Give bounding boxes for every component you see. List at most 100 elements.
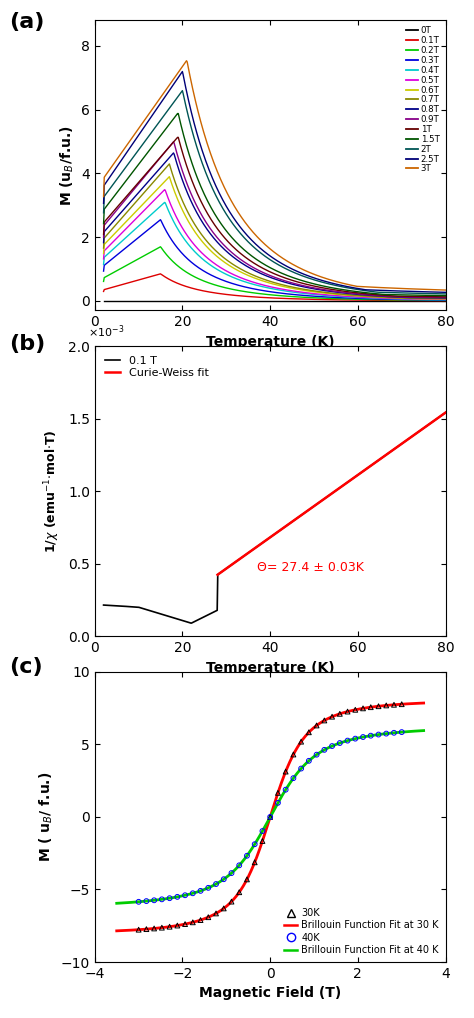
0.1 T (330, 487, 336, 499)
Point (228, 894, 235, 910)
0.1 T (256, 540, 262, 552)
Point (236, 884, 243, 900)
Point (313, 746, 320, 762)
Point (243, 871, 251, 888)
Point (290, 770, 297, 786)
Point (189, 885, 197, 901)
Point (305, 752, 313, 769)
Point (344, 703, 351, 720)
Point (352, 731, 359, 747)
Point (266, 808, 274, 825)
Point (228, 865, 235, 882)
Point (390, 725, 398, 741)
Point (251, 854, 258, 870)
Point (390, 696, 398, 713)
Curie-Weiss fit (216, 568, 221, 580)
0.1 T (443, 406, 448, 418)
Point (297, 734, 305, 750)
Curie-Weiss fit (443, 406, 448, 418)
Point (143, 921, 150, 938)
Point (313, 718, 320, 734)
Point (344, 733, 351, 749)
Point (173, 917, 181, 934)
Point (359, 729, 367, 745)
Point (181, 916, 189, 932)
Point (282, 782, 290, 798)
Point (367, 699, 374, 716)
0.1 T (359, 466, 365, 478)
0.1 T (161, 609, 167, 621)
Point (212, 905, 220, 921)
Point (259, 833, 266, 849)
Line: 0.1 T: 0.1 T (104, 412, 446, 623)
Point (150, 892, 158, 908)
Point (290, 746, 297, 762)
X-axis label: Temperature (K): Temperature (K) (206, 335, 335, 349)
Point (274, 795, 282, 811)
Point (320, 742, 328, 758)
Point (266, 808, 274, 825)
Point (383, 726, 390, 742)
Point (305, 724, 313, 740)
Point (367, 728, 374, 744)
Legend: 0.1 T, Curie-Weiss fit: 0.1 T, Curie-Weiss fit (100, 351, 214, 383)
Curie-Weiss fit (350, 472, 356, 485)
Point (166, 918, 173, 935)
Legend: 0T, 0.1T, 0.2T, 0.3T, 0.4T, 0.5T, 0.6T, 0.7T, 0.8T, 0.9T, 1T, 1.5T, 2T, 2.5T, 3T: 0T, 0.1T, 0.2T, 0.3T, 0.4T, 0.5T, 0.6T, … (404, 24, 441, 175)
Point (135, 921, 142, 938)
Point (204, 880, 212, 896)
Point (143, 893, 150, 909)
Point (251, 836, 258, 852)
Curie-Weiss fit (354, 469, 360, 482)
Point (297, 760, 305, 777)
Point (398, 696, 406, 713)
Text: (b): (b) (9, 334, 46, 354)
X-axis label: Magnetic Field (T): Magnetic Field (T) (199, 986, 341, 1001)
Point (336, 705, 344, 722)
Y-axis label: M (u$_B$/f.u.): M (u$_B$/f.u.) (58, 125, 75, 206)
Curie-Weiss fit (421, 421, 427, 434)
Point (150, 920, 158, 937)
Curie-Weiss fit (350, 472, 356, 485)
Point (328, 709, 336, 725)
Text: (a): (a) (9, 12, 45, 33)
Curie-Weiss fit (407, 432, 412, 444)
Point (212, 875, 220, 892)
Point (197, 883, 204, 899)
Point (336, 735, 344, 751)
Point (243, 848, 251, 864)
Point (204, 909, 212, 925)
Point (320, 713, 328, 729)
Point (158, 891, 165, 907)
0.1 T (188, 617, 194, 629)
Point (375, 698, 383, 715)
Point (383, 697, 390, 714)
Point (158, 919, 165, 936)
Point (359, 700, 367, 717)
Curie-Weiss fit (215, 569, 220, 581)
X-axis label: Temperature (K): Temperature (K) (206, 661, 335, 675)
Y-axis label: 1/$\chi$ (emu$^{-1}$$\cdot$mol$\cdot$T): 1/$\chi$ (emu$^{-1}$$\cdot$mol$\cdot$T) (43, 430, 63, 553)
Point (398, 724, 406, 740)
Text: (c): (c) (9, 657, 43, 677)
Legend: 30K, Brillouin Function Fit at 30 K, 40K, Brillouin Function Fit at 40 K: 30K, Brillouin Function Fit at 30 K, 40K… (282, 906, 441, 957)
0.1 T (101, 599, 107, 611)
Point (220, 871, 228, 888)
Point (274, 785, 282, 801)
Point (328, 738, 336, 754)
Point (375, 727, 383, 743)
Point (352, 701, 359, 718)
Line: Curie-Weiss fit: Curie-Weiss fit (218, 412, 446, 575)
Point (220, 900, 228, 916)
Y-axis label: M ( u$_B$/ f.u.): M ( u$_B$/ f.u.) (38, 772, 55, 862)
Point (236, 857, 243, 873)
Point (189, 914, 197, 930)
Text: Θ= 27.4 ± 0.03K: Θ= 27.4 ± 0.03K (257, 561, 364, 574)
Point (197, 912, 204, 928)
0.1 T (303, 506, 309, 518)
Point (282, 764, 290, 780)
Point (173, 889, 181, 905)
Text: $\times10^{-3}$: $\times10^{-3}$ (88, 324, 124, 340)
0.1 T (189, 617, 195, 629)
Point (135, 894, 142, 910)
